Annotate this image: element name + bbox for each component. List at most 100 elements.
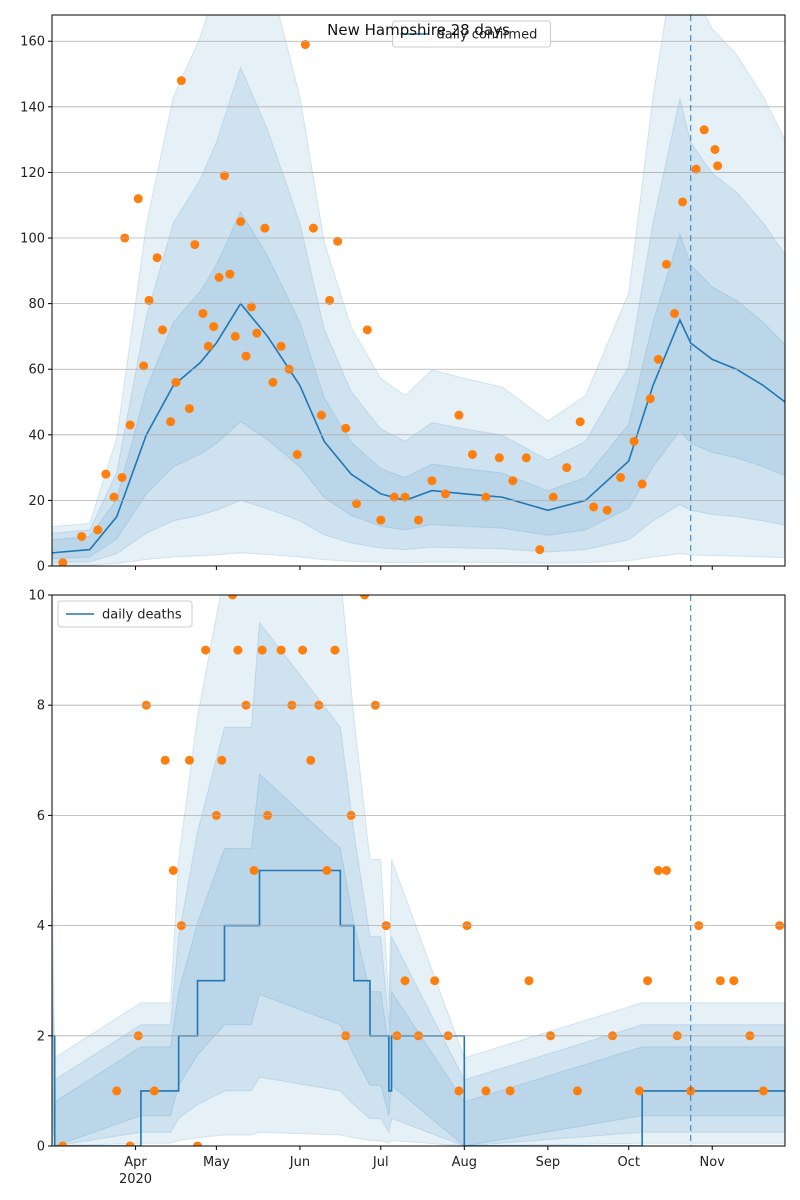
data-point (246, 302, 256, 312)
data-point (494, 453, 504, 463)
data-point (352, 499, 362, 509)
data-point (362, 325, 372, 335)
data-point (249, 866, 259, 875)
data-point (190, 240, 200, 250)
data-point (330, 645, 340, 655)
data-point (93, 525, 103, 535)
data-point (454, 1086, 464, 1096)
y-tick-label: 20 (28, 494, 45, 509)
y-tick-label: 160 (20, 35, 45, 50)
data-point (184, 755, 194, 765)
data-point (691, 164, 701, 174)
data-point (184, 404, 194, 414)
data-point (400, 492, 410, 502)
y-tick-label: 0 (37, 1140, 45, 1155)
cases-panel: 0 20 40 60 80 100 120 140 160 daily confirmedNew … (20, 14, 786, 575)
data-point (230, 331, 240, 341)
uncertainty-band (52, 210, 785, 560)
uncertainty-band (52, 595, 785, 1146)
data-point (58, 1141, 68, 1146)
data-point (203, 341, 213, 351)
data-point (678, 197, 688, 207)
uncertainty-band (52, 773, 785, 1146)
data-point (548, 492, 558, 502)
x-tick-label: Oct (617, 1155, 639, 1170)
data-point (193, 1141, 203, 1146)
data-point (729, 976, 739, 986)
data-point (575, 417, 585, 427)
data-point (430, 976, 440, 986)
data-point (144, 295, 154, 305)
data-point (758, 1086, 768, 1096)
x-tick-label: Jun (289, 1155, 310, 1170)
data-point (292, 449, 302, 459)
y-tick-label: 4 (37, 919, 45, 934)
data-point (157, 325, 167, 335)
data-point (629, 436, 639, 446)
data-point (260, 223, 270, 233)
y-tick-label: 60 (28, 363, 45, 378)
data-point (670, 308, 680, 318)
data-point (171, 377, 181, 387)
data-point (440, 489, 450, 499)
data-point (715, 976, 725, 986)
data-point (117, 472, 127, 482)
data-point (176, 76, 186, 86)
y-tick-label: 100 (20, 232, 45, 247)
data-point (481, 1086, 491, 1096)
data-point (217, 755, 227, 765)
data-point (77, 531, 87, 541)
data-point (535, 545, 545, 555)
data-point (645, 394, 655, 404)
deaths-panel: 0 2 4 6 8 10 Apr 2020 May Jun Jul Aug Sep Oct Nov daily… (28, 589, 786, 1187)
x-tick-sublabel: 2020 (119, 1172, 152, 1187)
data-point (572, 1086, 582, 1096)
data-point (661, 866, 671, 875)
data-point (710, 144, 720, 154)
data-point (322, 866, 332, 875)
data-point (276, 341, 286, 351)
data-point (101, 469, 111, 479)
data-point (300, 40, 310, 50)
data-point (109, 492, 119, 502)
y-tick-label: 80 (28, 297, 45, 312)
data-point (616, 472, 626, 482)
data-point (298, 645, 308, 655)
x-tick-label: Sep (536, 1155, 561, 1170)
data-point (653, 866, 663, 875)
data-point (125, 1141, 135, 1146)
data-point (325, 295, 335, 305)
data-point (400, 976, 410, 986)
y-tick-label: 8 (37, 699, 45, 714)
legend-label: daily confirmed (437, 28, 538, 43)
data-point (133, 194, 143, 204)
x-tick-label: Jul (372, 1155, 389, 1170)
data-point (634, 1086, 644, 1096)
data-point (219, 171, 229, 181)
data-point (168, 866, 178, 875)
data-point (252, 328, 262, 338)
y-tick-label: 10 (28, 589, 45, 604)
uncertainty-band (52, 621, 785, 1146)
data-point (160, 755, 170, 765)
data-point (481, 492, 491, 502)
legend-box (392, 20, 551, 48)
x-tick-label: May (203, 1155, 230, 1170)
uncertainty-band (52, 15, 785, 566)
x-tick-label: Apr (124, 1155, 147, 1170)
data-point (201, 645, 211, 655)
data-point (643, 976, 653, 986)
y-tick-label: 40 (28, 428, 45, 443)
data-point (198, 308, 208, 318)
legend-label: daily deaths (102, 608, 182, 623)
data-point (389, 492, 399, 502)
data-point (214, 272, 224, 282)
data-point (713, 161, 723, 171)
data-point (257, 645, 267, 655)
data-point (562, 463, 572, 473)
data-point (637, 479, 647, 489)
data-point (166, 417, 176, 427)
data-point (152, 253, 162, 263)
data-point (149, 1086, 159, 1096)
